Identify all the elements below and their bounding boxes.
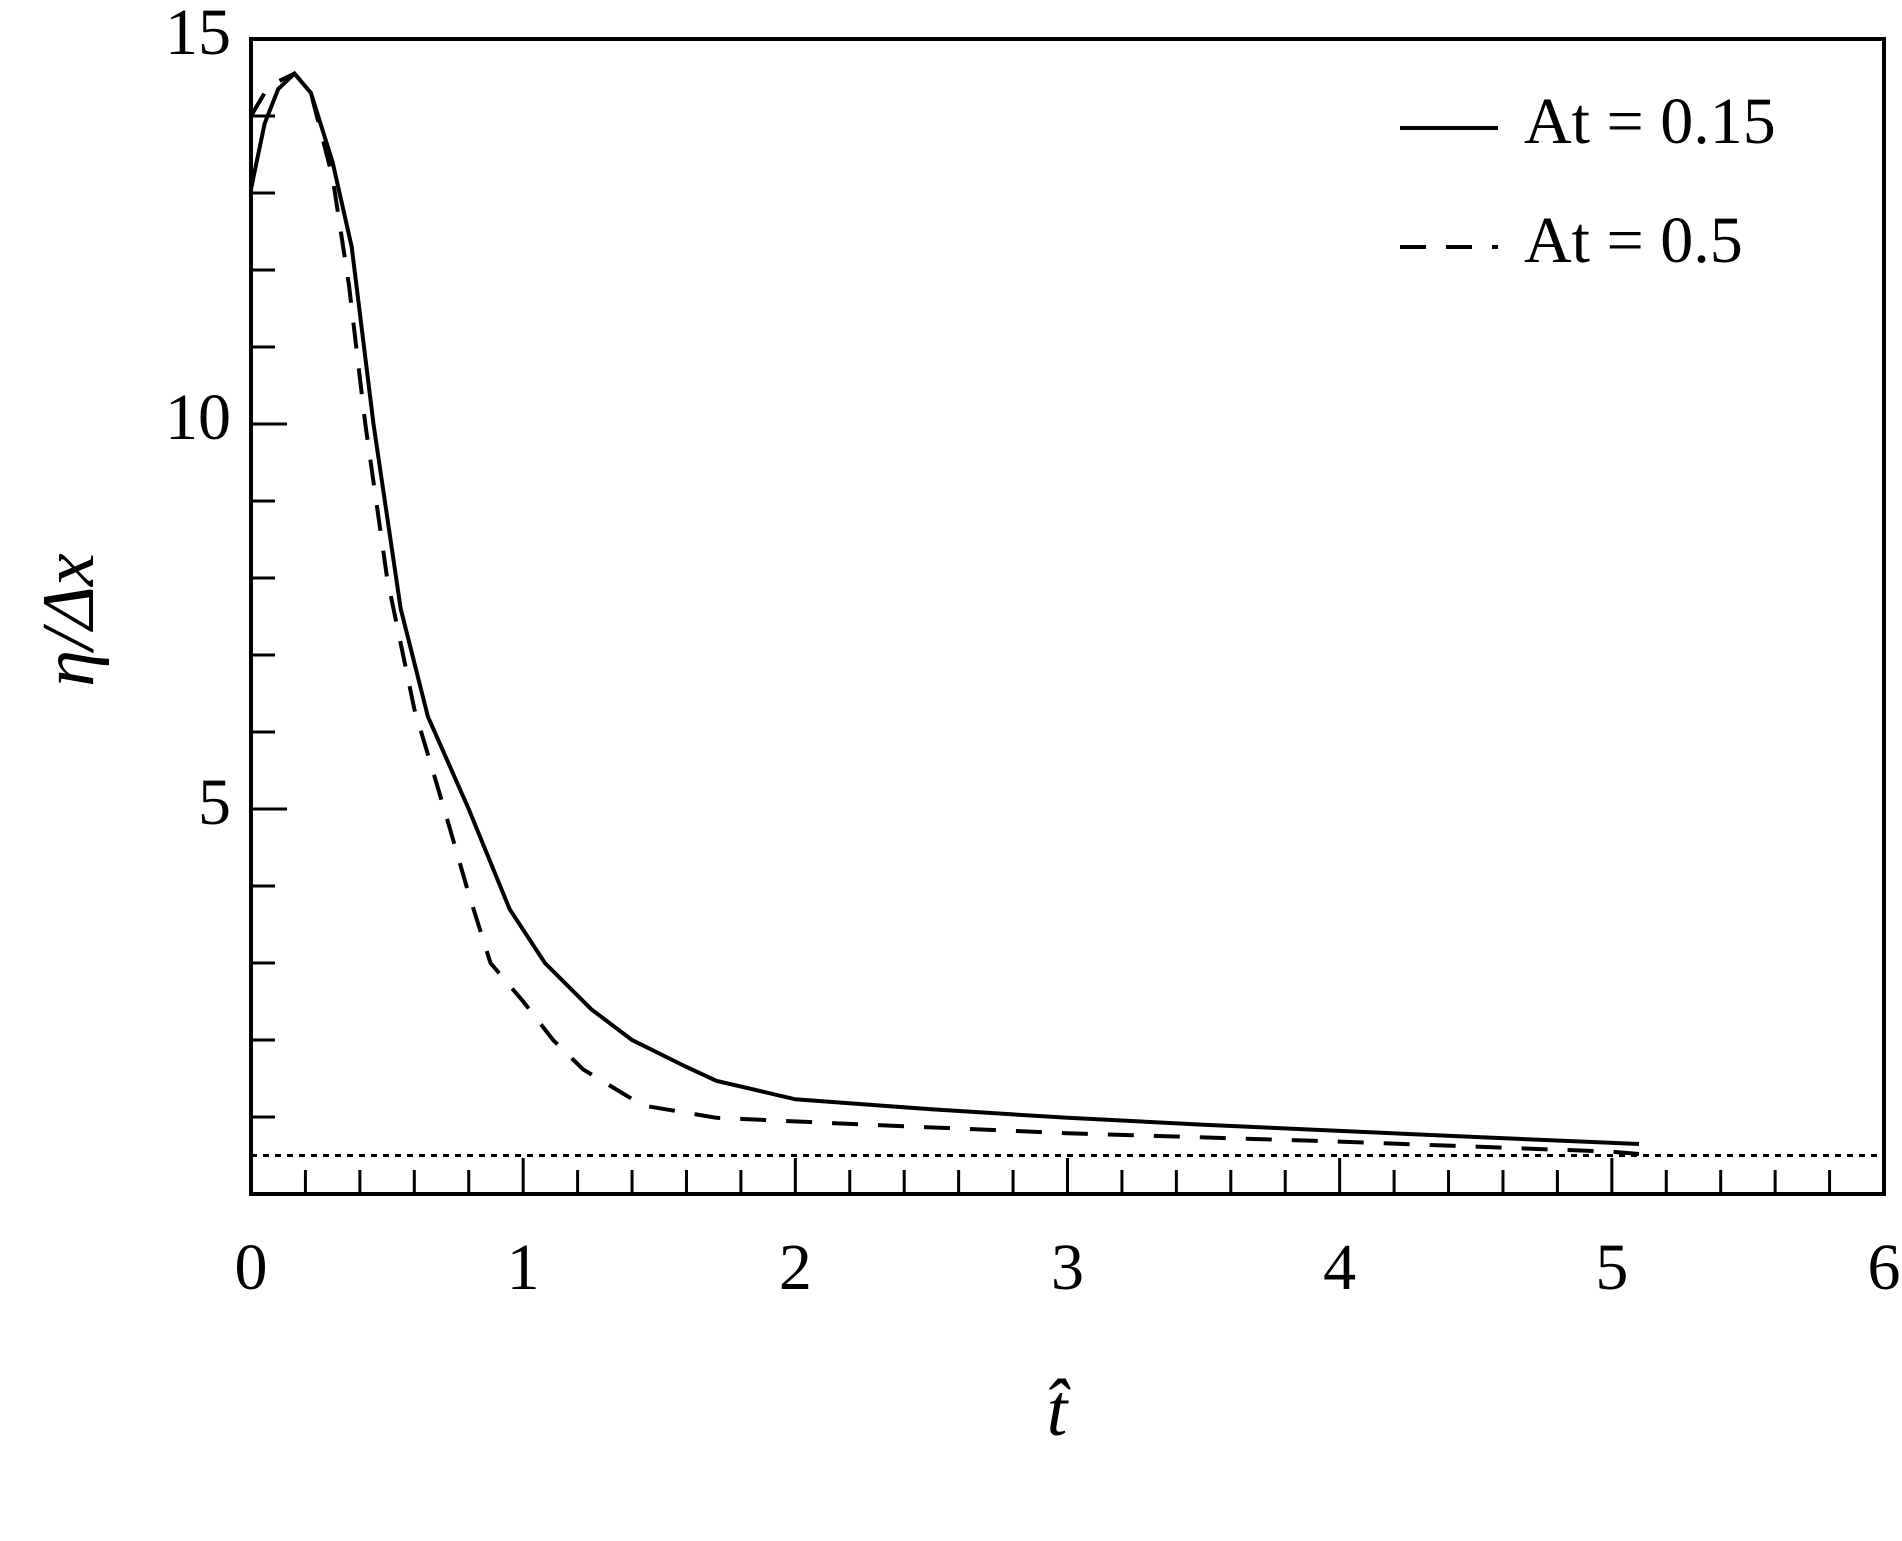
x-tick-label: 2 <box>779 1231 812 1304</box>
x-tick-label: 0 <box>235 1231 268 1304</box>
data-line <box>249 71 1640 1156</box>
x-axis-label: t̂ <box>1047 1370 1071 1452</box>
legend-label: At = 0.5 <box>1524 204 1743 277</box>
y-axis-label: η/Δx <box>28 553 110 687</box>
legend-label: At = 0.15 <box>1524 85 1776 158</box>
x-tick-label: 5 <box>1595 1231 1628 1304</box>
y-tick-label: 5 <box>198 766 231 839</box>
x-tick-label: 3 <box>1051 1231 1084 1304</box>
x-tick-label: 1 <box>507 1231 540 1304</box>
data-line <box>249 70 1640 1146</box>
y-tick-label: 10 <box>165 381 231 454</box>
y-tick-label: 15 <box>165 0 231 69</box>
x-tick-label: 6 <box>1868 1231 1901 1304</box>
x-tick-label: 4 <box>1323 1231 1356 1304</box>
